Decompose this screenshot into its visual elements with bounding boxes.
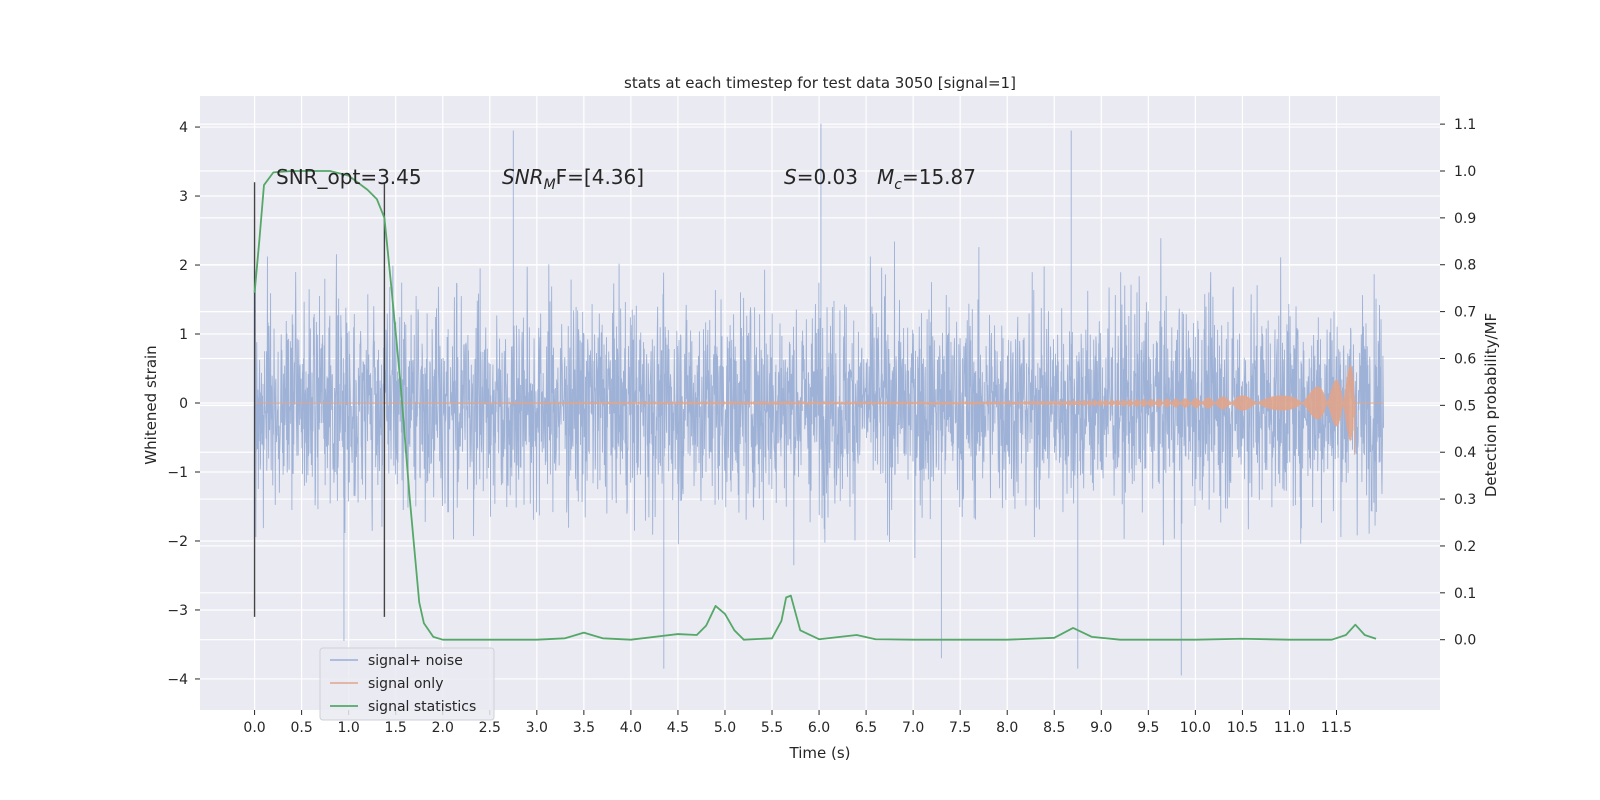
y-right-tick-label: 1.1: [1454, 117, 1476, 133]
x-tick-label: 10.5: [1227, 720, 1258, 736]
annotation-mc-symbol: M: [877, 165, 894, 189]
annotation-snr-mf-subscript: M: [544, 177, 556, 193]
y-axis-right-label: Detection probability/MF: [1482, 313, 1500, 497]
chart-title: stats at each timestep for test data 305…: [624, 74, 1016, 92]
x-tick-label: 11.0: [1274, 720, 1305, 736]
x-tick-label: 1.5: [385, 720, 407, 736]
y-left-tick-label: −1: [167, 465, 188, 481]
x-tick-label: 1.0: [338, 720, 360, 736]
y-right-tick-label: 1.0: [1454, 164, 1476, 180]
annotation-mc-subscript: c: [894, 177, 902, 193]
annotation-mc: Mc=15.87: [877, 165, 976, 193]
y-right-tick-label: 0.5: [1454, 398, 1476, 414]
y-left-tick-label: −2: [167, 534, 188, 550]
y-right-tick-label: 0.6: [1454, 351, 1476, 367]
plot-area: [200, 96, 1440, 710]
annotation-snr-mf-value: F=[4.36]: [556, 165, 644, 189]
y-left-tick-label: 0: [179, 396, 188, 412]
signal-only-trace: [254, 365, 1384, 455]
legend: signal+ noise signal only signal statist…: [319, 647, 495, 721]
y-right-tick-label: 0.1: [1454, 586, 1476, 602]
legend-label-signal-statistics: signal statistics: [368, 699, 476, 715]
y-right-tick-label: 0.2: [1454, 539, 1476, 555]
x-tick-label: 7.5: [949, 720, 971, 736]
x-tick-label: 2.0: [432, 720, 454, 736]
vertical-markers: [253, 182, 386, 617]
x-tick-label: 0.0: [243, 720, 265, 736]
signal-statistics-line: [253, 170, 1377, 641]
annotation-s: S=0.03: [784, 165, 858, 189]
series-signal-statistics: [253, 170, 1377, 641]
y-left-tick-label: 3: [179, 189, 188, 205]
y-right-tick-label: 0.9: [1454, 211, 1476, 227]
x-tick-label: 3.0: [526, 720, 548, 736]
x-tick-label: 11.5: [1321, 720, 1352, 736]
signal-noise-trace: [254, 123, 1384, 676]
x-tick-label: 4.0: [620, 720, 642, 736]
y-left-tick-label: 4: [179, 120, 188, 136]
annotations: SNR_opt=3.45 SNRMF=[4.36] S=0.03 Mc=15.8…: [276, 165, 976, 193]
x-axis-label: Time (s): [789, 744, 851, 762]
x-tick-label: 5.0: [714, 720, 736, 736]
legend-box: [319, 647, 495, 721]
x-tick-label: 7.0: [902, 720, 924, 736]
y-right-tick-label: 0.3: [1454, 492, 1476, 508]
x-tick-label: 6.0: [808, 720, 830, 736]
annotation-mc-value: =15.87: [902, 165, 976, 189]
y-axis-left-label: Whitened strain: [142, 345, 160, 464]
y-axis-right-ticks: 1.1 1.0 0.9 0.8 0.7 0.6 0.5 0.4 0.3 0.2 0.1 0.0: [1440, 117, 1476, 649]
annotation-snr-opt: SNR_opt=3.45: [276, 165, 422, 189]
series-signal-only: [254, 365, 1384, 455]
x-tick-label: 0.5: [290, 720, 312, 736]
y-left-tick-label: −3: [167, 603, 188, 619]
y-left-tick-label: −4: [167, 672, 188, 688]
y-right-tick-label: 0.4: [1454, 445, 1476, 461]
annotation-s-value: =0.03: [797, 165, 858, 189]
x-tick-label: 9.0: [1090, 720, 1112, 736]
y-left-tick-label: 1: [179, 327, 188, 343]
x-tick-label: 3.5: [573, 720, 595, 736]
y-right-tick-label: 0.0: [1454, 633, 1476, 649]
annotation-s-symbol: S: [784, 165, 797, 189]
x-tick-label: 9.5: [1137, 720, 1159, 736]
series-signal-noise: [254, 123, 1384, 676]
x-tick-label: 2.5: [479, 720, 501, 736]
x-axis-ticks: 0.0 0.5 1.0 1.5 2.0 2.5 3.0 3.5 4.0 4.5 5.0 5.5 6.0 6…: [243, 710, 1352, 736]
x-tick-label: 4.5: [667, 720, 689, 736]
annotation-snr-mf-symbol: SNR: [502, 165, 544, 189]
y-axis-left-ticks: 4 3 2 1 0 −1 −2 −3 −4: [167, 120, 200, 688]
x-tick-label: 10.0: [1180, 720, 1211, 736]
x-tick-label: 6.5: [855, 720, 877, 736]
y-left-tick-label: 2: [179, 258, 188, 274]
y-right-tick-label: 0.7: [1454, 305, 1476, 321]
x-tick-label: 5.5: [761, 720, 783, 736]
legend-label-signal-noise: signal+ noise: [368, 653, 463, 669]
legend-label-signal-only: signal only: [368, 676, 443, 692]
x-tick-label: 8.0: [996, 720, 1018, 736]
y-right-tick-label: 0.8: [1454, 258, 1476, 274]
annotation-snr-mf: SNRMF=[4.36]: [502, 165, 644, 193]
x-tick-label: 8.5: [1043, 720, 1065, 736]
